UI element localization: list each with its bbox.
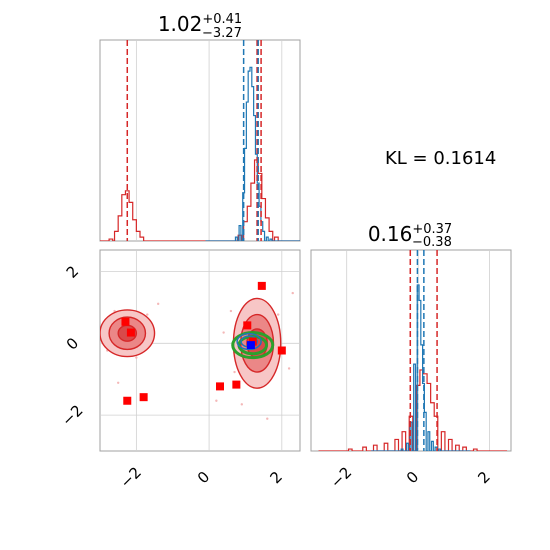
scatter-point: [146, 313, 149, 316]
marker-red-square: [216, 382, 224, 391]
hist-p1-red-series: [100, 159, 300, 241]
hist-p1-blue-series: [205, 66, 300, 241]
scatter-point: [240, 403, 244, 406]
title-p2: 0.16+0.37: [368, 222, 452, 246]
scatter-point: [229, 309, 233, 313]
marker-red-square: [257, 281, 266, 290]
scatter-point: [215, 399, 218, 402]
tick-label-x-p1: 2: [267, 468, 286, 487]
scatter-point: [156, 302, 160, 306]
scatter-point: [276, 313, 280, 316]
hist-p2-red-series: [318, 369, 508, 451]
tick-label-x-p2: −2: [327, 463, 355, 491]
scatter-point: [287, 367, 291, 370]
marker-red-square: [243, 321, 252, 330]
scatter-point: [233, 370, 236, 374]
panel-p1-frame: [99, 39, 301, 242]
marker-red-square: [123, 396, 132, 405]
title-p1-minus: −3.27: [202, 26, 242, 41]
scatter-point: [266, 417, 269, 420]
scatter-point: [116, 381, 120, 385]
scatter-point: [135, 356, 138, 359]
title-p1-plus: +0.41: [202, 12, 242, 27]
marker-blue-square: [246, 341, 255, 350]
tick-label-x-p1: 0: [194, 468, 213, 487]
hist-p1-layer: [100, 40, 300, 241]
kl-text: KL = 0.1614: [385, 148, 496, 169]
contour-green-level: [231, 331, 275, 360]
hist-p2-layer: [318, 250, 508, 451]
contour-blue-level: [236, 332, 262, 351]
scatter-point: [222, 331, 225, 334]
tick-label-y-p2: −2: [58, 401, 86, 429]
title-p2-plus: +0.37: [412, 222, 452, 237]
marker-red-square: [139, 393, 148, 402]
grid-p1: [135, 40, 283, 241]
title-p2-median: 0.16: [368, 222, 413, 246]
tick-label-x-p2: 0: [403, 468, 422, 487]
panel-p2-histogram: [310, 249, 512, 452]
marker-red-square: [277, 346, 286, 355]
marker-red-square: [121, 317, 130, 326]
tick-label-x-p1: −2: [117, 463, 145, 491]
panel-p1-histogram: [99, 39, 301, 242]
marker-red-square: [232, 380, 241, 389]
joint-2d-layer: [100, 281, 294, 420]
title-p2-minus: −0.38: [412, 235, 452, 250]
title-p1-median: 1.02: [158, 12, 203, 36]
marker-red-square: [126, 328, 135, 337]
hist-p2-blue-series: [371, 284, 471, 451]
tick-label-y-p2: 0: [63, 334, 82, 353]
tick-label-y-p2: 2: [63, 262, 82, 281]
scatter-point: [291, 291, 294, 295]
title-p1: 1.02+0.41: [158, 12, 242, 36]
tick-label-x-p2: 2: [474, 468, 493, 487]
panel-joint-2d: [99, 249, 301, 452]
